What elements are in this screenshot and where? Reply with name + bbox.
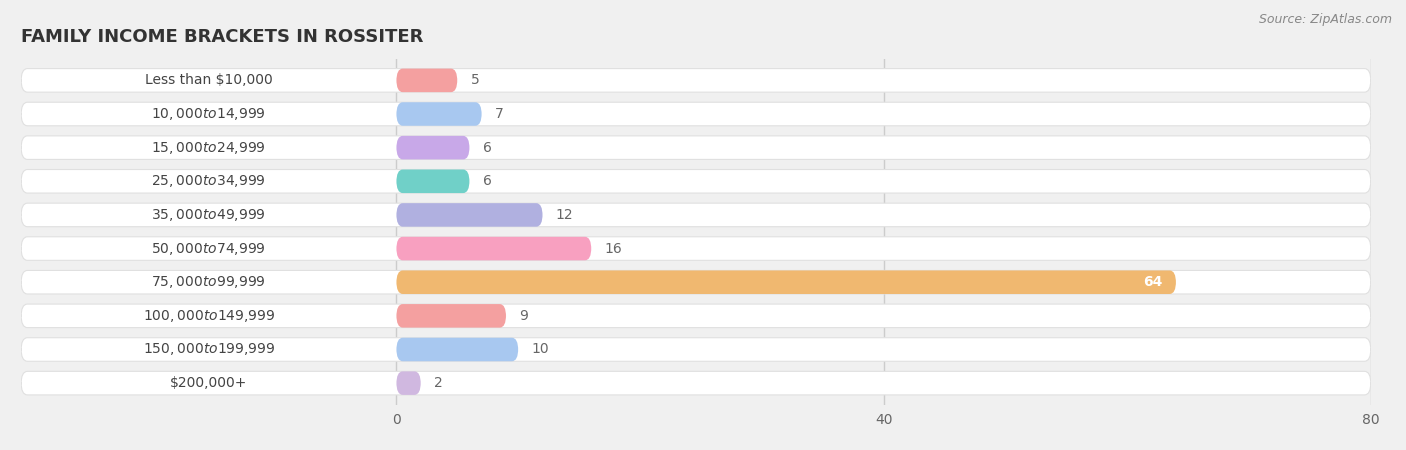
Text: $35,000 to $49,999: $35,000 to $49,999 bbox=[152, 207, 266, 223]
Text: FAMILY INCOME BRACKETS IN ROSSITER: FAMILY INCOME BRACKETS IN ROSSITER bbox=[21, 28, 423, 46]
Text: 12: 12 bbox=[555, 208, 574, 222]
Text: 6: 6 bbox=[482, 141, 492, 155]
Text: Source: ZipAtlas.com: Source: ZipAtlas.com bbox=[1258, 14, 1392, 27]
Text: 9: 9 bbox=[519, 309, 529, 323]
FancyBboxPatch shape bbox=[396, 338, 519, 361]
Text: 5: 5 bbox=[471, 73, 479, 87]
Text: 6: 6 bbox=[482, 174, 492, 188]
Text: $25,000 to $34,999: $25,000 to $34,999 bbox=[152, 173, 266, 189]
FancyBboxPatch shape bbox=[396, 237, 592, 261]
FancyBboxPatch shape bbox=[21, 102, 1371, 126]
Text: $10,000 to $14,999: $10,000 to $14,999 bbox=[152, 106, 266, 122]
Text: 16: 16 bbox=[605, 242, 623, 256]
Text: 64: 64 bbox=[1143, 275, 1163, 289]
Text: 7: 7 bbox=[495, 107, 503, 121]
FancyBboxPatch shape bbox=[396, 270, 1175, 294]
Text: 10: 10 bbox=[531, 342, 548, 356]
FancyBboxPatch shape bbox=[396, 170, 470, 193]
FancyBboxPatch shape bbox=[396, 136, 470, 159]
Text: $15,000 to $24,999: $15,000 to $24,999 bbox=[152, 140, 266, 156]
Text: $100,000 to $149,999: $100,000 to $149,999 bbox=[142, 308, 276, 324]
FancyBboxPatch shape bbox=[21, 338, 1371, 361]
FancyBboxPatch shape bbox=[21, 237, 1371, 261]
FancyBboxPatch shape bbox=[396, 102, 482, 126]
FancyBboxPatch shape bbox=[21, 136, 1371, 159]
FancyBboxPatch shape bbox=[21, 371, 1371, 395]
FancyBboxPatch shape bbox=[396, 304, 506, 328]
Text: Less than $10,000: Less than $10,000 bbox=[145, 73, 273, 87]
FancyBboxPatch shape bbox=[396, 371, 420, 395]
FancyBboxPatch shape bbox=[21, 304, 1371, 328]
Text: $75,000 to $99,999: $75,000 to $99,999 bbox=[152, 274, 266, 290]
FancyBboxPatch shape bbox=[21, 68, 1371, 92]
Text: $150,000 to $199,999: $150,000 to $199,999 bbox=[142, 342, 276, 357]
FancyBboxPatch shape bbox=[21, 270, 1371, 294]
FancyBboxPatch shape bbox=[21, 203, 1371, 227]
Text: $200,000+: $200,000+ bbox=[170, 376, 247, 390]
Text: $50,000 to $74,999: $50,000 to $74,999 bbox=[152, 241, 266, 256]
Text: 2: 2 bbox=[434, 376, 443, 390]
FancyBboxPatch shape bbox=[21, 170, 1371, 193]
FancyBboxPatch shape bbox=[396, 203, 543, 227]
FancyBboxPatch shape bbox=[396, 68, 457, 92]
